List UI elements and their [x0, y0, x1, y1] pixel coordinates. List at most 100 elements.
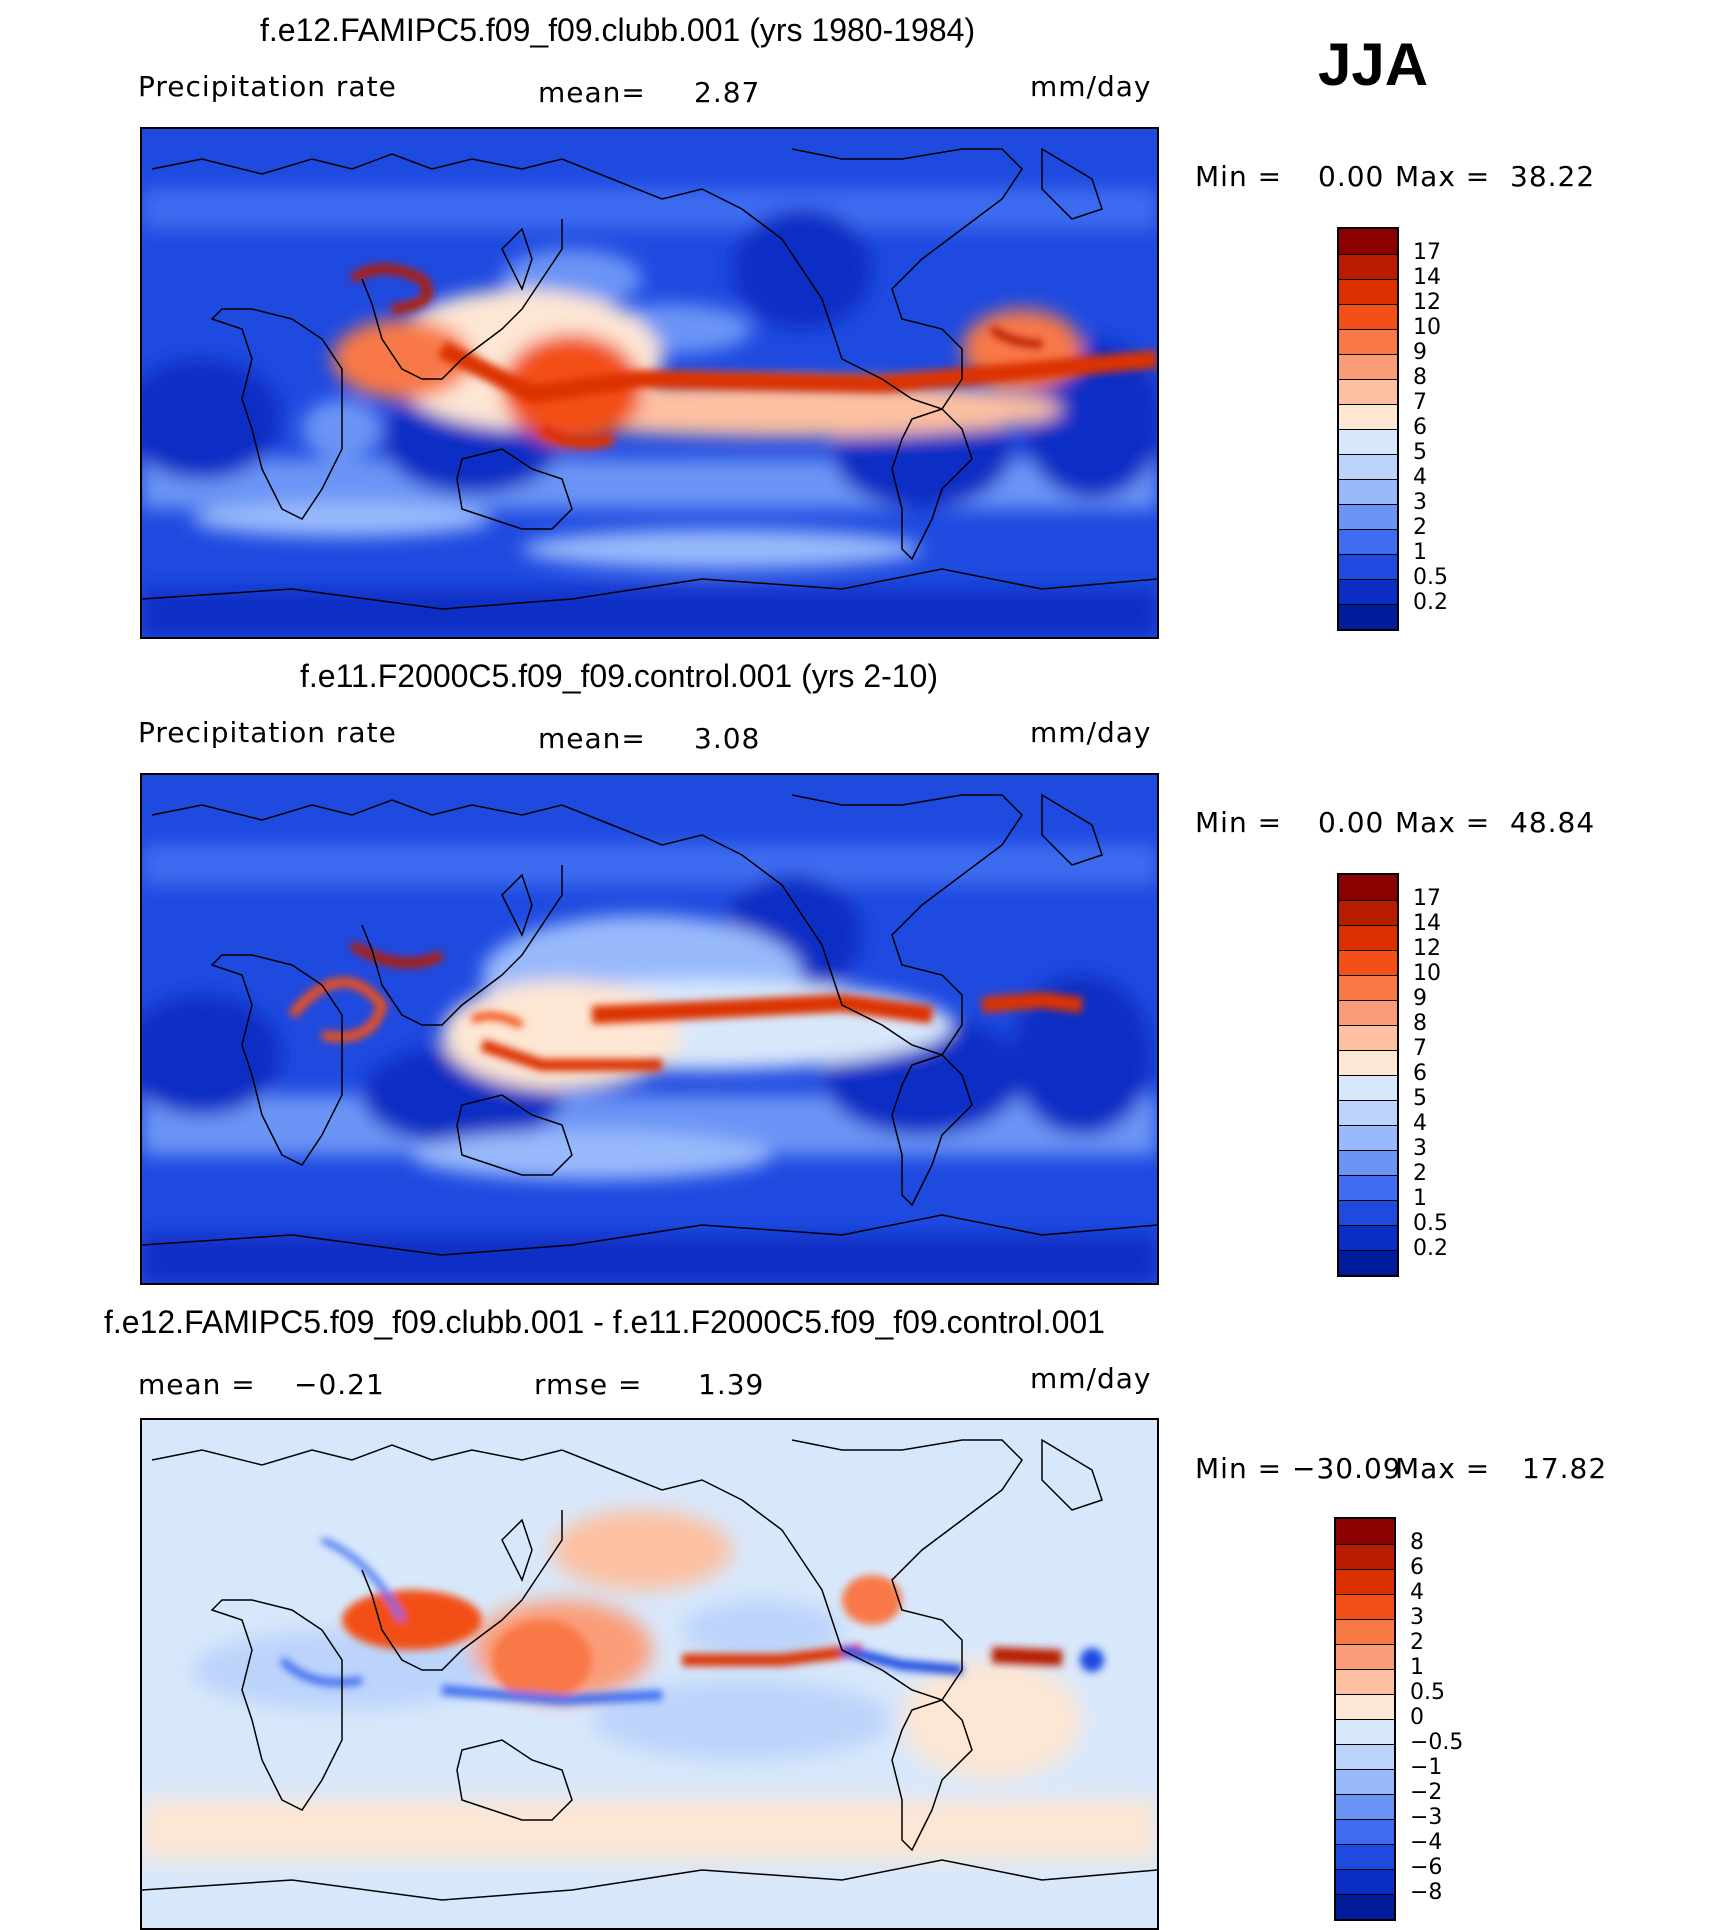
colorbar-level-label: 4 [1413, 465, 1427, 490]
colorbar-level-label: 12 [1413, 290, 1441, 315]
colorbar-level-label: −3 [1410, 1805, 1443, 1830]
colorbar-swatch [1339, 1075, 1397, 1100]
panel3-mean-label: mean = [138, 1368, 256, 1401]
colorbar-level-label: 2 [1413, 1161, 1427, 1186]
panel2-mean-value: 3.08 [694, 722, 761, 755]
colorbar-swatch [1336, 1744, 1394, 1769]
panel3-rmse-label: rmse = [534, 1368, 643, 1401]
colorbar-swatch [1339, 529, 1397, 554]
colorbar-swatch [1339, 1175, 1397, 1200]
colorbar-swatch [1336, 1594, 1394, 1619]
panel2-min-value: 0.00 [1318, 806, 1385, 839]
panel2-colorbar: 17 14 12 10 9 8 7 6 5 4 3 2 1 0.5 0.2 [1337, 873, 1497, 1277]
colorbar-swatch [1336, 1619, 1394, 1644]
colorbar-swatch [1336, 1644, 1394, 1669]
panel2-title: f.e11.F2000C5.f09_f09.control.001 (yrs 2… [300, 658, 938, 694]
colorbar-swatches [1334, 1517, 1396, 1921]
colorbar-swatches [1337, 227, 1399, 631]
colorbar-level-label: 17 [1413, 240, 1441, 265]
colorbar-swatch [1336, 1869, 1394, 1894]
panel3-max-label: Max = [1395, 1452, 1491, 1485]
colorbar-level-label: 14 [1413, 911, 1441, 936]
colorbar-swatch [1339, 329, 1397, 354]
panel2-max-value: 48.84 [1510, 806, 1596, 839]
colorbar-level-label: 3 [1413, 490, 1427, 515]
panel2-variable-label: Precipitation rate [138, 716, 397, 749]
colorbar-level-label: 7 [1413, 1036, 1427, 1061]
panel2-max-label: Max = [1395, 806, 1491, 839]
colorbar-swatch [1339, 975, 1397, 1000]
colorbar-swatch [1339, 1025, 1397, 1050]
panel3-max-value: 17.82 [1522, 1452, 1608, 1485]
panel3-colorbar: 8 6 4 3 2 1 0.5 0 −0.5 −1 −2 −3 −4 −6 −8 [1334, 1517, 1494, 1921]
colorbar-swatch [1339, 900, 1397, 925]
colorbar-level-label: 14 [1413, 265, 1441, 290]
panel1-mean-value: 2.87 [694, 76, 761, 109]
panel1-map [140, 127, 1159, 639]
panel2-coastlines [142, 793, 1157, 1256]
colorbar-swatch [1336, 1519, 1394, 1544]
colorbar-swatch [1339, 579, 1397, 604]
colorbar-swatch [1339, 1200, 1397, 1225]
colorbar-swatch [1336, 1719, 1394, 1744]
panel2-mean-label: mean= [538, 722, 646, 755]
colorbar-swatch [1336, 1819, 1394, 1844]
panel1-coastlines [142, 147, 1157, 610]
colorbar-level-label: 5 [1413, 1086, 1427, 1111]
panel3-rmse-value: 1.39 [698, 1368, 765, 1401]
panel3-units: mm/day [1030, 1362, 1152, 1395]
colorbar-swatch [1339, 454, 1397, 479]
colorbar-level-label: 8 [1410, 1530, 1424, 1555]
panel3-title: f.e12.FAMIPC5.f09_f09.clubb.001 - f.e11.… [104, 1304, 1105, 1340]
colorbar-swatch [1336, 1794, 1394, 1819]
colorbar-level-label: −0.5 [1410, 1730, 1464, 1755]
colorbar-level-label: 1 [1413, 1186, 1427, 1211]
colorbar-level-label: 9 [1413, 986, 1427, 1011]
colorbar-swatch [1336, 1844, 1394, 1869]
colorbar-swatch [1336, 1544, 1394, 1569]
colorbar-level-label: −1 [1410, 1755, 1443, 1780]
colorbar-level-label: 6 [1410, 1555, 1424, 1580]
panel3-min-label: Min = [1195, 1452, 1283, 1485]
colorbar-swatch [1339, 950, 1397, 975]
colorbar-swatch [1339, 925, 1397, 950]
colorbar-level-label: 2 [1410, 1630, 1424, 1655]
colorbar-swatch [1339, 554, 1397, 579]
colorbar-swatch [1339, 1250, 1397, 1275]
colorbar-swatch [1336, 1669, 1394, 1694]
colorbar-swatch [1339, 404, 1397, 429]
colorbar-swatch [1339, 504, 1397, 529]
colorbar-level-label: 0.5 [1413, 565, 1448, 590]
colorbar-level-label: 0 [1410, 1705, 1424, 1730]
colorbar-swatch [1339, 229, 1397, 254]
colorbar-swatches [1337, 873, 1399, 1277]
panel3-difference-field [142, 1510, 1157, 1860]
colorbar-level-label: 8 [1413, 365, 1427, 390]
panel2-map [140, 773, 1159, 1285]
colorbar-level-label: 10 [1413, 315, 1441, 340]
colorbar-level-label: 17 [1413, 886, 1441, 911]
panel2-units: mm/day [1030, 716, 1152, 749]
colorbar-swatch [1339, 1225, 1397, 1250]
colorbar-level-label: 3 [1410, 1605, 1424, 1630]
panel1-min-value: 0.00 [1318, 160, 1385, 193]
panel1-variable-label: Precipitation rate [138, 70, 397, 103]
colorbar-level-label: −6 [1410, 1855, 1443, 1880]
colorbar-swatch [1339, 1000, 1397, 1025]
colorbar-swatch [1336, 1694, 1394, 1719]
panel3-min-value: −30.09 [1292, 1452, 1402, 1485]
colorbar-level-label: 6 [1413, 1061, 1427, 1086]
panel1-max-value: 38.22 [1510, 160, 1596, 193]
panel1-title: f.e12.FAMIPC5.f09_f09.clubb.001 (yrs 198… [260, 12, 976, 48]
colorbar-swatch [1336, 1569, 1394, 1594]
colorbar-level-label: 7 [1413, 390, 1427, 415]
colorbar-swatch [1339, 1100, 1397, 1125]
colorbar-swatch [1336, 1894, 1394, 1919]
panel1-max-label: Max = [1395, 160, 1491, 193]
colorbar-swatch [1339, 304, 1397, 329]
colorbar-level-label: 1 [1413, 540, 1427, 565]
colorbar-level-label: −2 [1410, 1780, 1443, 1805]
season-label: JJA [1318, 31, 1429, 98]
colorbar-level-label: 8 [1413, 1011, 1427, 1036]
colorbar-level-label: 4 [1413, 1111, 1427, 1136]
